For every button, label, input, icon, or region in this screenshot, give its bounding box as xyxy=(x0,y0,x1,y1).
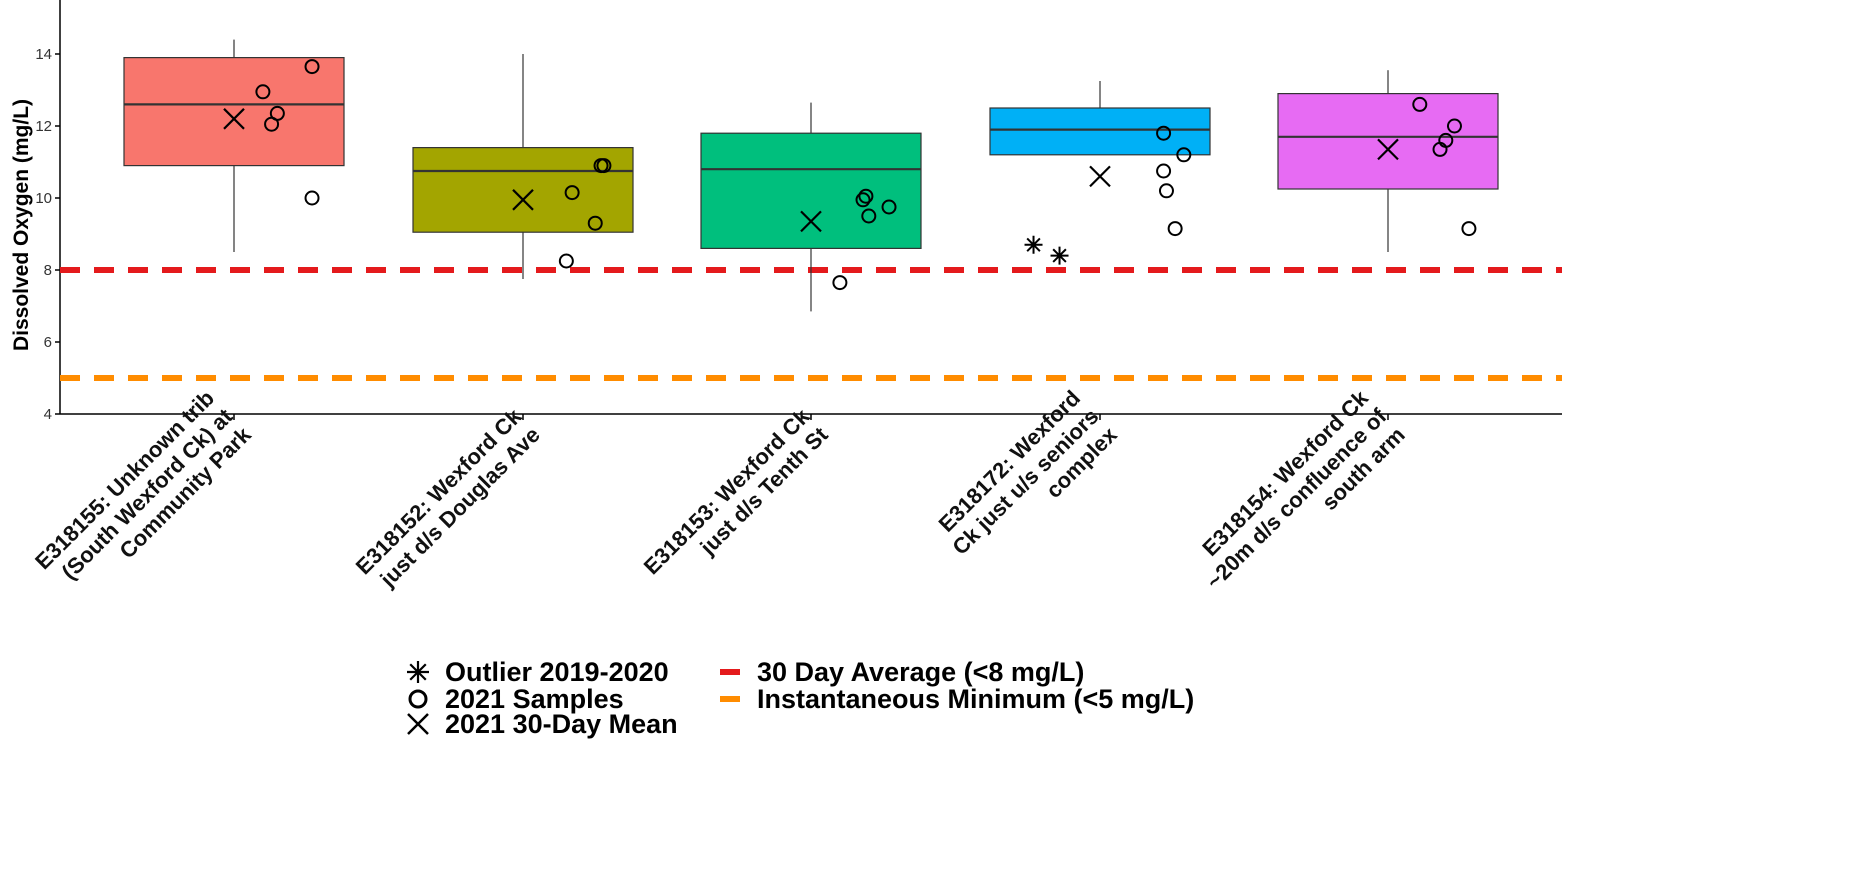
legend-cross-icon xyxy=(407,713,429,735)
sample-2021-point xyxy=(304,190,320,206)
sample-2021-point xyxy=(558,253,574,269)
y-axis-label: Dissolved Oxygen (mg/L) xyxy=(10,99,33,351)
x-tick-label-line: ~20m d/s confluence of xyxy=(1201,403,1392,594)
sample-2021-point xyxy=(1446,118,1462,134)
sample-2021-point xyxy=(858,188,874,204)
sample-2021-point xyxy=(1156,125,1172,141)
x-tick-label-line: E318152: Wexford Ck xyxy=(351,403,527,579)
sample-2021-point xyxy=(255,84,271,100)
mean-30day-marker xyxy=(800,210,822,233)
box-iqr xyxy=(123,56,345,167)
sample-2021-point xyxy=(1158,183,1174,199)
legend-asterisk-icon xyxy=(407,661,429,683)
mean-30day-marker xyxy=(1377,138,1399,161)
sample-2021-point xyxy=(587,215,603,231)
sample-2021-point xyxy=(596,158,612,174)
mean-30day-marker xyxy=(1089,165,1111,188)
y-tick-label: 14 xyxy=(35,46,52,63)
box-iqr xyxy=(1277,92,1499,190)
y-tick-label: 12 xyxy=(35,118,52,135)
legend-label: Instantaneous Minimum (<5 mg/L) xyxy=(757,684,1194,714)
legend-label: 30 Day Average (<8 mg/L) xyxy=(757,657,1084,687)
sample-2021-point xyxy=(1412,96,1428,112)
y-tick-label: 10 xyxy=(35,190,52,207)
sample-2021-point xyxy=(1167,221,1183,237)
sample-2021-point xyxy=(861,208,877,224)
x-tick-label: E318155: Unknown trib(South Wexford Ck) … xyxy=(30,385,256,584)
mean-30day-marker xyxy=(512,189,534,211)
x-tick-label: E318154: Wexford Ck~20m d/s confluence o… xyxy=(1197,385,1409,594)
legend-label: 2021 30-Day Mean xyxy=(445,709,678,739)
box-iqr xyxy=(989,107,1211,156)
sample-2021-point xyxy=(1156,163,1172,179)
y-tick-label: 8 xyxy=(44,262,52,279)
sample-2021-point xyxy=(1461,221,1477,237)
sample-2021-point xyxy=(304,59,320,75)
y-tick-label: 6 xyxy=(44,334,52,351)
sample-2021-point xyxy=(832,275,848,291)
box-iqr xyxy=(700,132,922,249)
legend-label: 2021 Samples xyxy=(445,684,624,714)
sample-2021-point xyxy=(1432,141,1448,157)
x-tick-label-line: E318153: Wexford Ck xyxy=(639,403,815,579)
outlier-2019-2020-marker xyxy=(1050,246,1069,265)
sample-2021-point xyxy=(264,116,280,132)
sample-2021-point xyxy=(881,199,897,215)
sample-2021-point xyxy=(564,185,580,201)
legend-circle-icon xyxy=(408,689,428,709)
mean-30day-marker xyxy=(223,108,245,130)
outlier-2019-2020-marker xyxy=(1024,235,1043,254)
y-tick-label: 4 xyxy=(44,406,52,423)
x-tick-label-line: just d/s Douglas Ave xyxy=(375,422,545,592)
sample-2021-point xyxy=(1176,147,1192,163)
plot-area: 4 6 8 10 12 14 E318155: Unknown trib(South Wex… xyxy=(30,0,1562,594)
x-tick-label-line: (South Wexford Ck) at xyxy=(57,403,238,584)
sample-2021-point xyxy=(855,192,871,208)
legend-label: Outlier 2019-2020 xyxy=(445,657,669,687)
